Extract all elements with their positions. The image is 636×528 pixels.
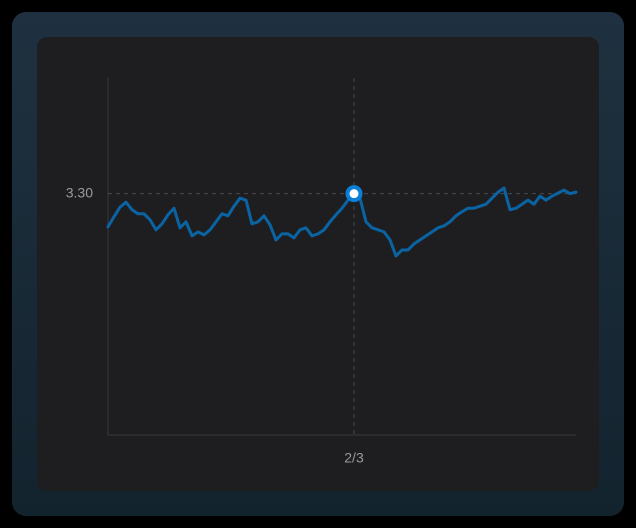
y-tick-label: 3.30 xyxy=(66,184,93,200)
highlight-point xyxy=(345,185,363,203)
data-line xyxy=(106,186,578,258)
x-tick-label: 2/3 xyxy=(344,450,364,466)
chart-panel xyxy=(37,37,599,491)
